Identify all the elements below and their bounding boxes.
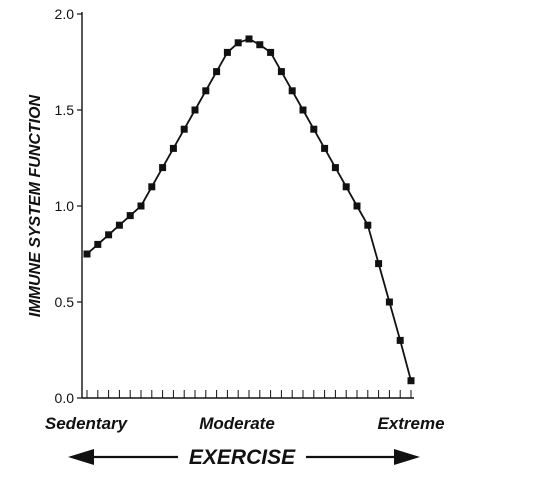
x-category-label: Sedentary	[45, 414, 129, 433]
data-point	[256, 41, 264, 49]
data-point	[126, 212, 134, 220]
y-tick-label: 1.0	[55, 198, 75, 214]
data-point	[342, 183, 350, 191]
data-point	[137, 202, 145, 210]
x-axis-title: EXERCISE	[189, 446, 296, 469]
left-arrow-head	[68, 449, 94, 465]
data-point	[321, 144, 329, 152]
data-point	[364, 221, 372, 229]
data-point	[310, 125, 318, 133]
data-point	[223, 48, 231, 56]
x-category-label: Extreme	[377, 414, 444, 433]
right-arrow-head	[394, 449, 420, 465]
data-point	[396, 336, 404, 344]
y-tick-label: 2.0	[55, 6, 75, 22]
data-point	[331, 164, 339, 172]
x-category-label: Moderate	[199, 414, 275, 433]
data-point	[245, 35, 253, 43]
series-line	[86, 38, 412, 381]
data-point	[94, 240, 102, 248]
data-point	[407, 377, 415, 385]
data-marks	[83, 35, 415, 385]
chart-labels: 0.0 0.5 1.0 1.5 2.0 Sedentary Moderate Extreme E…	[27, 6, 445, 469]
data-point	[148, 183, 156, 191]
data-point	[234, 39, 242, 47]
data-point	[202, 87, 210, 95]
data-point	[385, 298, 393, 306]
data-point	[191, 106, 199, 114]
data-point	[159, 164, 167, 172]
data-point	[105, 231, 113, 239]
data-point	[353, 202, 361, 210]
data-point	[213, 68, 221, 76]
y-tick-label: 0.0	[55, 390, 75, 406]
y-tick-label: 0.5	[55, 294, 75, 310]
data-point	[288, 87, 296, 95]
data-point	[169, 144, 177, 152]
data-point	[115, 221, 123, 229]
data-point	[299, 106, 307, 114]
data-point	[375, 260, 383, 268]
axes	[68, 12, 420, 465]
y-axis-title: IMMUNE SYSTEM FUNCTION	[27, 94, 44, 317]
data-point	[267, 48, 275, 56]
data-point	[180, 125, 188, 133]
y-tick-label: 1.5	[55, 102, 75, 118]
data-point	[277, 68, 285, 76]
data-point	[83, 250, 91, 258]
